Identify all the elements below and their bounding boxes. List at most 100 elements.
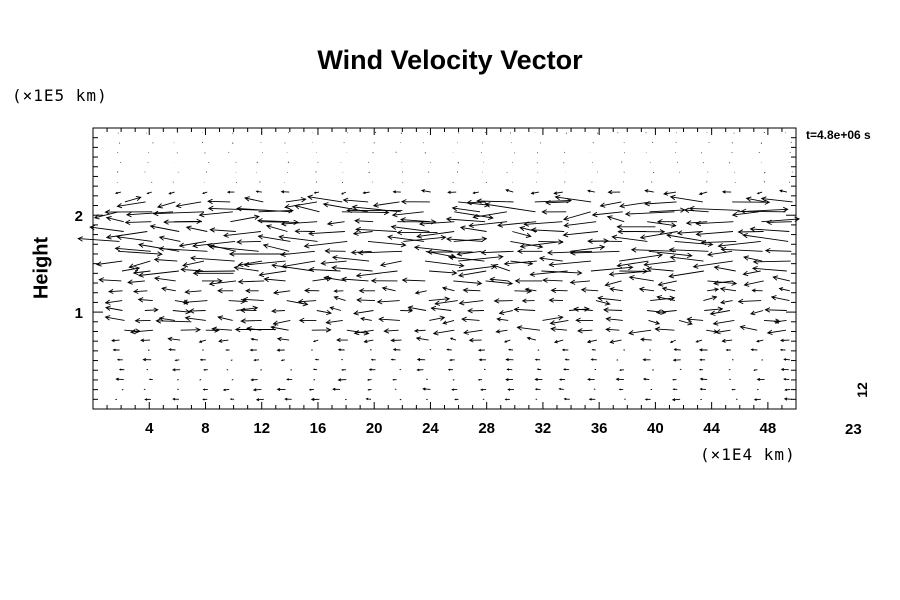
wind-vector-arrow	[365, 397, 372, 401]
wind-vector-arrow	[554, 194, 592, 203]
wind-vector-arrow	[381, 286, 396, 292]
wind-vector-arrow	[669, 194, 703, 203]
wind-vector-arrow	[530, 191, 539, 195]
wind-vector-arrow	[263, 276, 286, 283]
wind-vector-arrow	[644, 201, 677, 207]
wind-vector-arrow	[780, 367, 789, 371]
wind-vector-arrow	[211, 326, 232, 332]
wind-vector-arrow	[399, 398, 402, 401]
wind-vector-arrow	[77, 236, 120, 242]
wind-vector-arrow	[639, 231, 678, 240]
wind-vector-arrow	[104, 209, 153, 215]
wind-vector-arrow	[140, 338, 151, 343]
wind-vector-arrow	[172, 397, 179, 401]
wind-vector-arrow	[611, 234, 648, 242]
wind-vector-arrow	[180, 266, 204, 273]
wind-vector-arrow	[760, 142, 763, 144]
wind-vector-arrow	[314, 358, 320, 361]
wind-vector-arrow	[452, 379, 455, 381]
wind-vector-arrow	[383, 328, 399, 334]
wind-vector-arrow	[643, 260, 676, 268]
wind-vector-arrow	[642, 377, 650, 381]
wind-vector-arrow	[112, 348, 120, 352]
wind-vector-arrow	[516, 248, 543, 254]
wind-vector-arrow	[414, 290, 427, 295]
wind-vector-arrow	[297, 298, 317, 305]
wind-vector-arrow	[729, 162, 731, 164]
wind-vector-arrow	[315, 171, 317, 173]
wind-vector-arrow	[573, 306, 593, 312]
wind-vector-arrow	[250, 337, 258, 341]
wind-vector-arrow	[558, 387, 564, 391]
wind-vector-arrow	[142, 357, 152, 362]
wind-vector-arrow	[392, 190, 401, 194]
wind-vector-arrow	[95, 260, 123, 267]
wind-vector-arrow	[252, 388, 262, 392]
wind-vector-arrow	[258, 270, 287, 278]
wind-vector-arrow	[590, 358, 597, 361]
plot-frame	[92, 127, 797, 410]
wind-vector-arrow	[374, 131, 377, 134]
wind-vector-arrow	[463, 329, 483, 335]
wind-vector-arrow	[558, 378, 566, 381]
wind-vector-arrow	[346, 207, 403, 214]
wind-vector-arrow	[550, 326, 567, 332]
wind-vector-arrow	[333, 289, 344, 293]
wind-vector-arrow	[146, 191, 152, 195]
wind-vector-arrow	[530, 227, 565, 233]
wind-vector-arrow	[458, 201, 490, 208]
wind-vector-arrow	[454, 211, 494, 221]
wind-vector-arrow	[514, 278, 543, 284]
wind-vector-arrow	[529, 270, 568, 277]
wind-vector-arrow	[161, 286, 176, 292]
wind-vector-arrow	[107, 288, 123, 294]
wind-vector-arrow	[749, 310, 764, 316]
wind-vector-arrow	[163, 219, 203, 225]
wind-vector-arrow	[712, 319, 735, 326]
wind-vector-arrow	[341, 191, 347, 195]
wind-vector-arrow	[536, 152, 539, 154]
wind-vector-arrow	[698, 348, 708, 352]
wind-vector-arrow	[168, 348, 176, 351]
wind-vector-arrow	[434, 300, 458, 306]
wind-vector-arrow	[616, 224, 656, 230]
wind-vector-arrow	[538, 255, 563, 262]
wind-vector-arrow	[580, 287, 599, 293]
wind-vector-arrow	[779, 189, 788, 193]
wind-vector-arrow	[124, 219, 152, 226]
wind-vector-arrow	[432, 329, 455, 336]
y-axis-unit-label: (×1E5 km)	[12, 86, 108, 105]
wind-vector-arrow	[286, 300, 309, 307]
wind-vector-arrow	[342, 197, 369, 203]
x-tick-label: 4	[145, 420, 154, 437]
wind-vector-arrow	[458, 270, 487, 278]
wind-vector-arrow	[750, 348, 758, 352]
wind-vector-arrow	[138, 242, 180, 252]
wind-vector-arrow	[587, 189, 595, 193]
wind-vector-arrow	[308, 266, 341, 273]
wind-vector-arrow	[153, 257, 178, 263]
wind-vector-arrow	[521, 298, 535, 304]
wind-vector-arrow	[510, 240, 544, 249]
wind-vector-arrow	[676, 230, 703, 236]
wind-vector-arrow	[370, 278, 398, 284]
wind-vector-arrow	[591, 211, 623, 218]
wind-vector-arrow	[199, 379, 202, 381]
wind-vector-arrow	[237, 279, 265, 285]
wind-vector-arrow	[779, 348, 786, 351]
wind-vector-arrow	[265, 224, 288, 232]
wind-vector-arrow	[764, 307, 787, 313]
wind-vector-arrow	[519, 240, 563, 249]
wind-vector-arrow	[218, 339, 229, 343]
wind-vector-arrow	[548, 260, 592, 268]
wind-vector-arrow	[605, 327, 620, 333]
wind-vector-arrow	[657, 280, 677, 287]
wind-vector-arrow	[207, 198, 231, 205]
wind-vector-arrow	[104, 315, 125, 321]
wind-vector-arrow	[280, 359, 285, 362]
wind-vector-arrow	[137, 297, 153, 303]
wind-vector-arrow	[128, 260, 151, 269]
wind-vector-arrow	[763, 181, 766, 183]
wind-vector-arrow	[713, 265, 736, 272]
wind-vector-arrow	[615, 377, 624, 381]
